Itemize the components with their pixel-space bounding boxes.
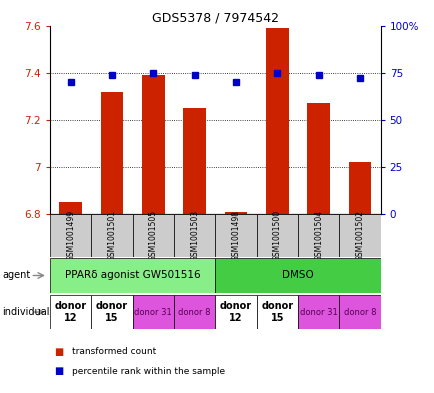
Bar [297, 214, 339, 257]
Bar [339, 214, 380, 257]
Title: GDS5378 / 7974542: GDS5378 / 7974542 [151, 11, 278, 24]
Text: agent: agent [2, 270, 30, 281]
Text: ■: ■ [54, 366, 63, 376]
Bar [224, 212, 247, 214]
Bar [265, 28, 288, 214]
Text: DMSO: DMSO [282, 270, 313, 281]
Bar [132, 214, 174, 257]
Text: donor 8: donor 8 [178, 308, 210, 316]
Text: donor
12: donor 12 [220, 301, 251, 323]
Bar [215, 214, 256, 257]
Text: donor 8: donor 8 [343, 308, 375, 316]
Text: donor 31: donor 31 [134, 308, 172, 316]
Text: ■: ■ [54, 347, 63, 357]
Bar [91, 214, 132, 257]
Bar [174, 214, 215, 257]
Bar [297, 295, 339, 329]
Bar [306, 103, 329, 214]
Bar [50, 258, 215, 293]
Text: individual: individual [2, 307, 49, 317]
Text: percentile rank within the sample: percentile rank within the sample [72, 367, 224, 376]
Bar [141, 75, 164, 214]
Text: GSM1001500: GSM1001500 [272, 210, 281, 261]
Bar [91, 295, 132, 329]
Bar [339, 295, 380, 329]
Bar [256, 214, 297, 257]
Text: GSM1001499: GSM1001499 [66, 210, 75, 261]
Bar [50, 295, 91, 329]
Text: GSM1001503: GSM1001503 [190, 210, 199, 261]
Bar [256, 295, 297, 329]
Bar [50, 214, 91, 257]
Bar [215, 295, 256, 329]
Text: donor 31: donor 31 [299, 308, 337, 316]
Bar [348, 162, 371, 214]
Text: donor
15: donor 15 [261, 301, 293, 323]
Text: donor
12: donor 12 [55, 301, 86, 323]
Text: GSM1001498: GSM1001498 [231, 210, 240, 261]
Text: GSM1001501: GSM1001501 [107, 210, 116, 261]
Bar [174, 295, 215, 329]
Text: GSM1001505: GSM1001505 [148, 210, 158, 261]
Bar [59, 202, 82, 214]
Bar [183, 108, 206, 214]
Text: PPARδ agonist GW501516: PPARδ agonist GW501516 [65, 270, 200, 281]
Text: transformed count: transformed count [72, 347, 156, 356]
Bar [132, 295, 174, 329]
Bar [215, 258, 380, 293]
Text: donor
15: donor 15 [96, 301, 128, 323]
Bar [100, 92, 123, 214]
Text: GSM1001502: GSM1001502 [355, 210, 364, 261]
Text: GSM1001504: GSM1001504 [313, 210, 322, 261]
